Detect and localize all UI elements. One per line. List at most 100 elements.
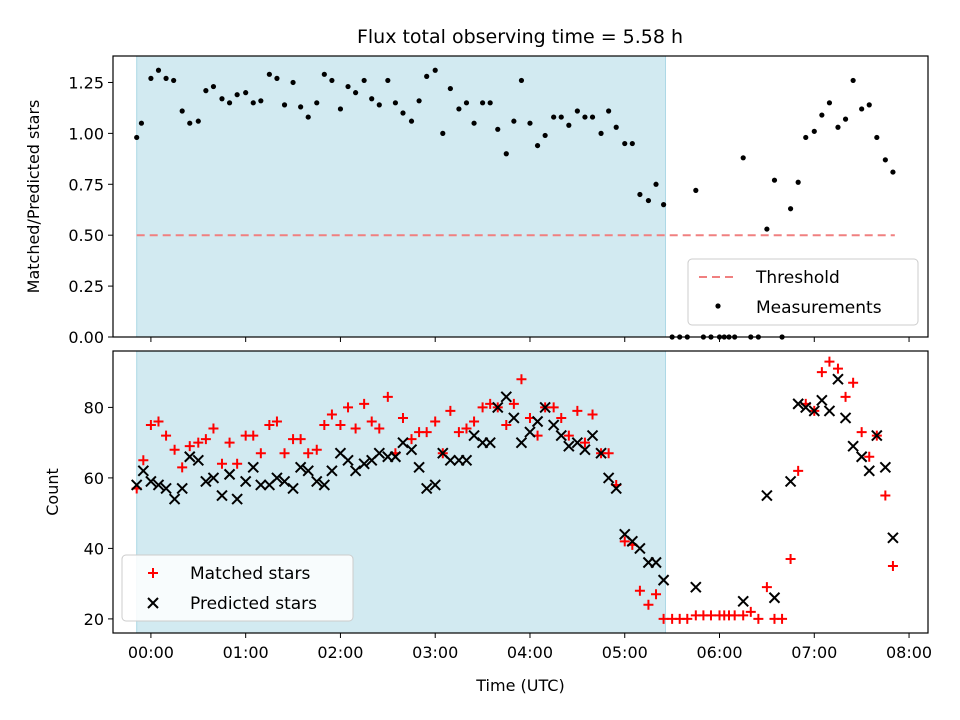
series-predicted-stars	[130, 373, 899, 607]
x-tick-label: 01:00	[223, 643, 269, 662]
data-point	[318, 479, 331, 491]
data-point	[207, 472, 220, 484]
data-point	[527, 120, 533, 126]
y-tick-label: 60	[84, 469, 104, 488]
data-point	[558, 114, 564, 120]
legend-box	[687, 258, 919, 326]
data-point	[447, 85, 453, 92]
observing-interval-shade	[136, 55, 666, 338]
y-tick-label: 0.25	[68, 277, 104, 296]
data-point	[179, 108, 185, 114]
data-point	[840, 391, 851, 402]
y-tick-label: 0.50	[68, 226, 104, 245]
data-point	[890, 169, 896, 175]
data-point	[392, 100, 399, 106]
data-point	[518, 77, 525, 84]
data-point	[195, 118, 201, 124]
y-tick-label: 20	[84, 610, 104, 629]
data-point	[882, 157, 888, 163]
data-point	[429, 479, 441, 491]
data-point	[643, 599, 654, 610]
data-point	[137, 465, 150, 477]
data-point	[303, 448, 314, 459]
data-point	[281, 102, 288, 108]
x-tick-label: 08:00	[886, 643, 932, 662]
data-point	[184, 451, 196, 463]
data-point	[184, 441, 195, 452]
data-point	[374, 423, 385, 434]
data-point	[397, 436, 409, 449]
data-point	[515, 436, 528, 449]
data-point	[761, 489, 773, 502]
x-tick-label: 04:00	[507, 643, 553, 662]
data-point	[353, 90, 359, 96]
data-point	[335, 420, 346, 431]
data-point	[321, 71, 327, 77]
data-point	[637, 191, 643, 198]
data-point	[785, 553, 796, 564]
data-point	[453, 427, 464, 438]
data-point	[803, 134, 809, 141]
data-point	[424, 73, 430, 79]
y-tick-label: 1.25	[68, 73, 104, 92]
data-point	[361, 77, 367, 84]
data-point	[319, 420, 330, 431]
data-point	[305, 114, 311, 120]
data-point	[524, 426, 536, 438]
data-point	[155, 67, 162, 73]
data-point	[444, 454, 457, 466]
data-point	[792, 398, 804, 410]
data-point	[138, 120, 145, 126]
y-tick-label: 0.75	[68, 175, 104, 194]
data-point	[634, 585, 645, 596]
data-point	[572, 405, 583, 416]
legend-measurements-swatch	[715, 303, 721, 309]
data-point	[266, 71, 272, 77]
data-point	[880, 490, 891, 501]
data-point	[589, 114, 596, 120]
data-point	[445, 405, 456, 416]
data-point	[421, 427, 432, 438]
axes-frame	[112, 55, 929, 338]
legend: Matched stars Predicted stars	[121, 554, 354, 622]
data-point	[279, 448, 290, 459]
data-point	[337, 106, 344, 112]
data-point	[405, 443, 418, 456]
data-point	[345, 83, 351, 90]
data-point	[690, 581, 702, 593]
data-point	[693, 187, 699, 193]
data-point	[835, 124, 841, 130]
data-point	[495, 126, 501, 132]
data-point	[400, 110, 406, 116]
data-point	[359, 398, 370, 409]
data-point	[657, 574, 670, 586]
data-point	[138, 455, 149, 466]
data-point	[208, 423, 219, 434]
data-point	[416, 98, 422, 104]
data-point	[753, 613, 764, 624]
data-point	[420, 482, 433, 495]
data-point	[587, 409, 598, 420]
data-point	[248, 430, 259, 441]
data-point	[461, 423, 472, 434]
data-point	[200, 434, 211, 445]
data-point	[326, 409, 337, 420]
data-point	[389, 451, 402, 463]
data-point	[366, 416, 377, 427]
legend-predicted-label: Predicted stars	[190, 594, 317, 614]
data-point	[619, 536, 630, 547]
data-point	[382, 391, 393, 402]
y-tick-label: 1.00	[68, 124, 104, 143]
data-point	[650, 556, 662, 569]
data-point	[487, 100, 493, 106]
data-point	[145, 475, 157, 488]
data-point	[531, 415, 544, 428]
data-point	[582, 114, 588, 120]
data-point	[534, 142, 541, 149]
data-point	[258, 98, 264, 104]
data-point	[629, 140, 635, 147]
data-point	[787, 206, 794, 212]
data-point	[511, 118, 517, 124]
data-point	[634, 542, 646, 555]
